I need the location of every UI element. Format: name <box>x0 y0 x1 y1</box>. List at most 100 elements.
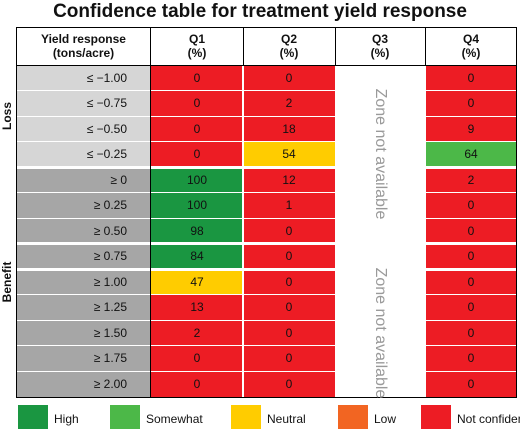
column-unit: (%) <box>187 46 207 60</box>
row-label: ≤ −1.00 <box>16 65 151 91</box>
row-label: ≤ −0.25 <box>16 141 151 167</box>
row-header-line: Yield response <box>41 32 126 46</box>
legend-swatch-high <box>18 405 48 429</box>
row-header-line: (tons/acre) <box>52 46 115 60</box>
column-unit: (%) <box>279 46 299 60</box>
data-cell: 0 <box>151 116 243 142</box>
row-label: ≤ −0.50 <box>16 116 151 142</box>
zone-not-available-label: Zone not available <box>372 267 389 399</box>
data-cell: 18 <box>243 116 335 142</box>
row-divider <box>16 319 335 321</box>
data-cell: 47 <box>151 269 243 295</box>
row-divider <box>425 319 517 321</box>
data-cell: 100 <box>151 192 243 218</box>
data-cell: 1 <box>243 192 335 218</box>
grid-line <box>425 27 426 65</box>
row-divider <box>425 294 517 295</box>
data-cell: 12 <box>243 167 335 193</box>
row-label: ≥ 2.00 <box>16 371 151 397</box>
row-label: ≥ 1.75 <box>16 345 151 371</box>
column-header-q4: Q4 (%) <box>425 27 517 65</box>
grid-line <box>16 65 517 66</box>
data-cell: 0 <box>151 141 243 167</box>
data-cell: 0 <box>425 371 517 397</box>
data-cell: 64 <box>425 141 517 167</box>
row-divider <box>16 192 335 193</box>
column-divider <box>424 65 426 397</box>
data-cell: 0 <box>425 294 517 320</box>
column-header-q2: Q2 (%) <box>243 27 335 65</box>
data-cell: 2 <box>425 167 517 193</box>
legend-swatch-neutral <box>231 405 261 429</box>
row-label: ≥ 1.25 <box>16 294 151 320</box>
legend-label: Not confident <box>457 412 520 426</box>
row-label: ≥ 0.75 <box>16 243 151 269</box>
data-cell: 0 <box>243 243 335 269</box>
row-label: ≥ 1.00 <box>16 269 151 295</box>
row-divider <box>425 370 517 372</box>
group-divider <box>16 267 517 271</box>
column-name: Q3 <box>371 32 388 46</box>
row-divider <box>16 370 335 372</box>
data-cell: 0 <box>151 90 243 116</box>
data-cell: 100 <box>151 167 243 193</box>
data-cell: 0 <box>425 90 517 116</box>
row-label: ≥ 0 <box>16 167 151 193</box>
data-cell: 98 <box>151 218 243 244</box>
data-cell: 0 <box>243 65 335 91</box>
row-label: ≥ 0.25 <box>16 192 151 218</box>
data-cell: 54 <box>243 141 335 167</box>
row-divider <box>425 141 517 142</box>
row-divider <box>425 90 517 91</box>
row-divider <box>425 217 517 219</box>
chart-title: Confidence table for treatment yield res… <box>53 1 467 22</box>
column-name: Q4 <box>462 32 479 46</box>
legend-swatch-somewhat <box>110 405 140 429</box>
grid-line <box>16 27 517 28</box>
grid-line <box>16 396 517 398</box>
row-divider <box>16 115 335 117</box>
row-divider <box>425 192 517 193</box>
legend-label: Neutral <box>267 412 306 426</box>
grid-line <box>335 27 336 65</box>
row-divider <box>16 217 335 219</box>
data-cell: 0 <box>425 243 517 269</box>
grid-line <box>243 27 244 65</box>
group-divider <box>16 165 517 169</box>
grid-line <box>516 27 517 397</box>
grid-line <box>16 27 17 397</box>
row-label: ≥ 1.50 <box>16 320 151 346</box>
data-cell: 0 <box>243 269 335 295</box>
row-divider <box>425 115 517 117</box>
column-name: Q2 <box>280 32 297 46</box>
data-cell: 0 <box>425 65 517 91</box>
data-cell: 0 <box>151 371 243 397</box>
row-divider <box>16 90 335 91</box>
zone-not-available-label: Zone not available <box>372 88 389 220</box>
legend-swatch-low <box>338 405 368 429</box>
column-name: Q1 <box>188 32 205 46</box>
data-cell: 0 <box>243 320 335 346</box>
data-cell: 13 <box>151 294 243 320</box>
group-divider <box>16 242 517 245</box>
data-cell: 2 <box>243 90 335 116</box>
data-cell: 0 <box>425 345 517 371</box>
row-divider <box>425 345 517 346</box>
legend: High Somewhat Neutral Low Not confident <box>0 402 520 432</box>
row-divider <box>16 141 335 142</box>
row-divider <box>16 294 335 295</box>
column-header-q3: Q3 (%) <box>335 27 425 65</box>
data-cell: 0 <box>151 65 243 91</box>
column-header-q1: Q1 (%) <box>151 27 243 65</box>
data-cell: 0 <box>243 294 335 320</box>
data-cell: 0 <box>243 218 335 244</box>
row-divider <box>16 345 335 346</box>
data-cell: 0 <box>425 269 517 295</box>
data-cell: 0 <box>425 192 517 218</box>
row-label: ≤ −0.75 <box>16 90 151 116</box>
data-cell: 9 <box>425 116 517 142</box>
legend-label: Low <box>374 412 397 426</box>
column-unit: (%) <box>370 46 390 60</box>
row-header: Yield response (tons/acre) <box>16 27 151 65</box>
data-cell: 84 <box>151 243 243 269</box>
